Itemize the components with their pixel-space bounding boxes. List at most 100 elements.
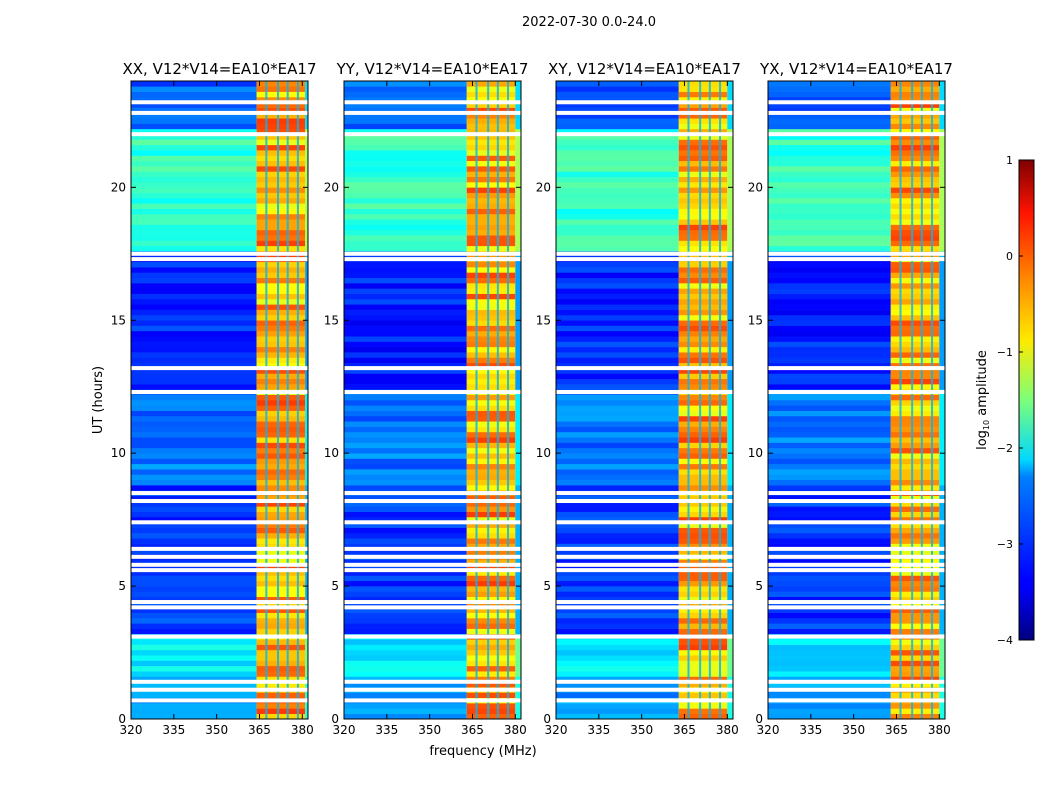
flagged-row xyxy=(768,257,945,262)
heatmap-cell xyxy=(466,298,516,305)
heatmap-cell xyxy=(768,139,891,146)
heatmap-cell xyxy=(890,522,940,528)
heatmap-cell xyxy=(131,479,257,486)
heatmap-cell xyxy=(939,612,945,619)
heatmap-cell xyxy=(768,283,891,289)
heatmap-cell xyxy=(890,495,940,502)
heatmap-cell xyxy=(515,304,521,310)
heatmap-cell xyxy=(678,665,728,672)
heatmap-cell xyxy=(466,288,516,294)
heatmap-cell xyxy=(515,458,521,465)
heatmap-cell xyxy=(131,415,257,422)
heatmap-cell xyxy=(515,474,521,481)
heatmap-cell xyxy=(678,543,728,550)
heatmap-cell xyxy=(768,655,891,661)
heatmap-cell xyxy=(768,304,891,310)
heatmap-cell xyxy=(515,607,521,613)
heatmap-cell xyxy=(305,235,308,241)
y-tick-label: 5 xyxy=(543,579,551,593)
heatmap-cell xyxy=(939,171,945,177)
heatmap-cell xyxy=(305,586,308,592)
heatmap-cell xyxy=(305,128,308,135)
heatmap-cell xyxy=(727,336,733,342)
heatmap-cell xyxy=(466,644,516,651)
heatmap-cell xyxy=(515,511,521,518)
heatmap-cell xyxy=(939,415,945,422)
heatmap-cell xyxy=(515,325,521,332)
heatmap-cell xyxy=(678,330,728,337)
heatmap-cell xyxy=(556,506,679,512)
heatmap-cell xyxy=(131,564,257,571)
heatmap-cell xyxy=(556,298,679,305)
heatmap-cell xyxy=(305,219,308,225)
band-gap-line xyxy=(899,81,902,719)
heatmap-cell xyxy=(305,458,308,465)
heatmap-cell xyxy=(890,479,940,486)
heatmap-cell xyxy=(344,336,467,342)
heatmap-cell xyxy=(890,283,940,289)
heatmap-cell xyxy=(768,128,891,135)
heatmap-cell xyxy=(344,612,467,619)
heatmap-cell xyxy=(890,336,940,342)
heatmap-cell xyxy=(727,442,733,449)
heatmap-cell xyxy=(890,277,940,284)
panel-title: YY, V12*V14=EA10*EA17 xyxy=(336,60,529,78)
heatmap-cell xyxy=(556,623,679,629)
heatmap-cell xyxy=(466,144,516,151)
heatmap-cell xyxy=(727,309,733,316)
heatmap-cell xyxy=(256,442,306,449)
flagged-row xyxy=(131,390,308,395)
heatmap-cell xyxy=(768,708,891,714)
heatmap-cell xyxy=(256,447,306,454)
heatmap-cell xyxy=(768,240,891,247)
x-tick-label: 365 xyxy=(673,723,696,737)
heatmap-cell xyxy=(131,511,257,518)
heatmap-cell xyxy=(890,532,940,539)
heatmap-cell xyxy=(256,437,306,443)
heatmap-cell xyxy=(256,602,306,608)
heatmap-cell xyxy=(890,474,940,481)
heatmap-cell xyxy=(305,240,308,247)
heatmap-cell xyxy=(305,245,308,252)
heatmap-cell xyxy=(890,123,940,130)
heatmap-cell xyxy=(939,501,945,507)
heatmap-cell xyxy=(305,437,308,443)
heatmap-cell xyxy=(515,426,521,433)
heatmap-cell xyxy=(939,463,945,470)
heatmap-cell xyxy=(727,506,733,512)
heatmap-cell xyxy=(131,516,257,523)
heatmap-cell xyxy=(939,586,945,592)
heatmap-cell xyxy=(344,102,467,108)
heatmap-cell xyxy=(256,591,306,598)
heatmap-cell xyxy=(768,144,891,151)
heatmap-cell xyxy=(344,479,467,486)
heatmap-cell xyxy=(890,586,940,592)
heatmap-cell xyxy=(131,330,257,337)
heatmap-cell xyxy=(768,703,891,709)
heatmap-cell xyxy=(727,474,733,481)
heatmap-cell xyxy=(256,187,306,193)
heatmap-cell xyxy=(556,107,679,114)
flagged-row xyxy=(768,520,945,525)
flagged-row xyxy=(556,605,733,610)
heatmap-1 xyxy=(131,81,308,720)
flagged-row xyxy=(344,562,521,567)
x-tick-label: 365 xyxy=(461,723,484,737)
heatmap-cell xyxy=(256,506,306,512)
heatmap-cell xyxy=(131,431,257,438)
heatmap-cell xyxy=(678,405,728,411)
heatmap-cell xyxy=(939,197,945,204)
heatmap-cell xyxy=(466,532,516,539)
heatmap-cell xyxy=(344,267,467,273)
heatmap-cell xyxy=(556,208,679,215)
heatmap-cell xyxy=(890,139,940,146)
heatmap-cell xyxy=(678,591,728,598)
heatmap-cell xyxy=(890,357,940,364)
heatmap-cell xyxy=(678,644,728,651)
heatmap-cell xyxy=(305,426,308,433)
heatmap-cell xyxy=(256,213,306,220)
heatmap-cell xyxy=(466,655,516,661)
heatmap-cell xyxy=(678,671,728,677)
heatmap-cell xyxy=(890,713,940,720)
